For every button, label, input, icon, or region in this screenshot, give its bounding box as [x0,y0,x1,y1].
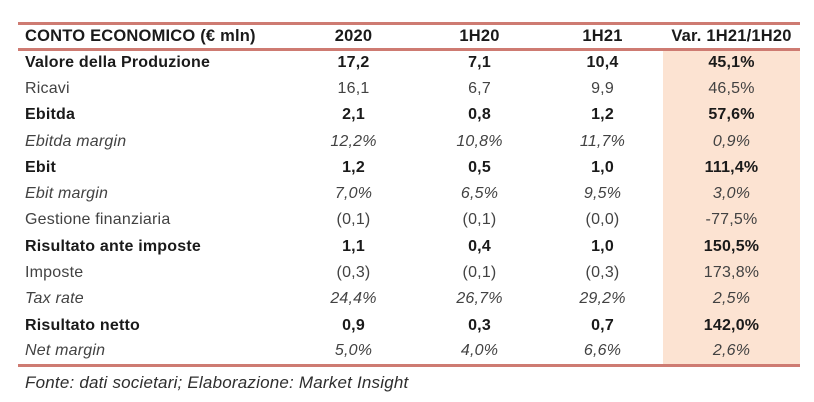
row-label: Tax rate [25,290,84,308]
row-value: 16,1 [337,79,370,97]
row-value: 5,0% [334,342,373,360]
row-var-value: 111,4% [663,154,800,181]
row-value: 29,2% [579,290,626,308]
row-value: (0,0) [585,211,620,229]
row-value: 24,4% [330,290,377,308]
row-label: Valore della Produzione [25,54,211,72]
row-var-value: 0,9% [663,128,800,155]
row-value: 1,1 [342,237,365,255]
table-title: CONTO ECONOMICO (€ mln) [25,27,256,45]
table-row: Imposte (0,3) (0,1) (0,3) 173,8% [18,259,800,287]
row-value: (0,1) [462,264,497,282]
row-value: 0,9 [342,316,365,334]
row-label: Ebit margin [25,185,109,203]
row-label: Ebitda margin [25,132,127,150]
row-label: Ricavi [25,79,70,97]
row-var-value: 173,8% [663,259,800,287]
row-label: Risultato ante imposte [25,237,201,255]
table-row: Gestione finanziaria (0,1) (0,1) (0,0) -77,5… [18,207,800,234]
table-row: Ricavi 16,1 6,7 9,9 46,5% [18,75,800,103]
row-value: 6,6% [583,342,622,360]
row-value: 1,2 [591,106,614,124]
row-value: 0,7 [591,316,614,334]
row-label: Net margin [25,342,106,360]
table-row: Risultato ante imposte 1,1 0,4 1,0 150,5% [18,233,800,260]
table-row: Net margin 5,0% 4,0% 6,6% 2,6% [18,338,800,366]
table-row: Ebit margin 7,0% 6,5% 9,5% 3,0% [18,180,800,208]
column-header-var: Var. 1H21/1H20 [671,27,792,45]
row-value: 12,2% [330,132,377,150]
row-value: 0,4 [468,237,491,255]
row-value: 10,8% [456,132,503,150]
column-header-1h20: 1H20 [459,27,500,45]
row-var-value: 142,0% [663,312,800,339]
row-value: (0,3) [336,264,371,282]
row-value: 2,1 [342,106,365,124]
row-label: Ebit [25,158,57,176]
row-value: 6,7 [468,79,491,97]
row-value: 6,5% [460,185,499,203]
row-var-value: -77,5% [663,207,800,234]
row-value: 1,0 [591,237,614,255]
row-var-value: 3,0% [663,180,800,208]
row-value: 11,7% [579,132,626,150]
income-statement-table: CONTO ECONOMICO (€ mln) 2020 1H20 1H21 V… [18,22,800,367]
row-value: 7,0% [334,185,373,203]
row-value: (0,1) [336,211,371,229]
row-value: 0,3 [468,316,491,334]
page: CONTO ECONOMICO (€ mln) 2020 1H20 1H21 V… [18,22,800,392]
row-label: Risultato netto [25,316,140,334]
row-var-value: 45,1% [663,49,800,76]
row-value: 7,1 [468,54,491,72]
table-row: Ebitda 2,1 0,8 1,2 57,6% [18,102,800,129]
table-row: Risultato netto 0,9 0,3 0,7 142,0% [18,312,800,339]
column-header-2020: 2020 [334,27,373,45]
row-var-value: 46,5% [663,75,800,103]
row-value: 9,9 [591,79,614,97]
row-value: 17,2 [337,54,370,72]
row-value: 9,5% [583,185,622,203]
table-row: Valore della Produzione 17,2 7,1 10,4 45,1% [18,49,800,76]
table-body: Valore della Produzione 17,2 7,1 10,4 45,1% R… [18,49,800,366]
table-row: Tax rate 24,4% 26,7% 29,2% 2,5% [18,286,800,313]
row-label: Imposte [25,264,84,282]
row-value: 1,2 [342,158,365,176]
source-note: Fonte: dati societari; Elaborazione: Mar… [25,372,409,392]
row-var-value: 2,6% [663,338,800,366]
table-row: Ebitda margin 12,2% 10,8% 11,7% 0,9% [18,128,800,155]
row-var-value: 57,6% [663,102,800,129]
row-value: 1,0 [591,158,614,176]
column-header-1h21: 1H21 [582,27,623,45]
row-value: 10,4 [586,54,619,72]
row-value: (0,3) [585,264,620,282]
row-label: Ebitda [25,106,76,124]
row-value: 0,5 [468,158,491,176]
table-row: Ebit 1,2 0,5 1,0 111,4% [18,154,800,181]
row-value: 4,0% [460,342,499,360]
row-value: 26,7% [456,290,503,308]
row-value: (0,1) [462,211,497,229]
row-var-value: 150,5% [663,233,800,260]
row-value: 0,8 [468,106,491,124]
row-label: Gestione finanziaria [25,211,171,229]
table-header-row: CONTO ECONOMICO (€ mln) 2020 1H20 1H21 V… [18,23,800,50]
row-var-value: 2,5% [663,286,800,313]
